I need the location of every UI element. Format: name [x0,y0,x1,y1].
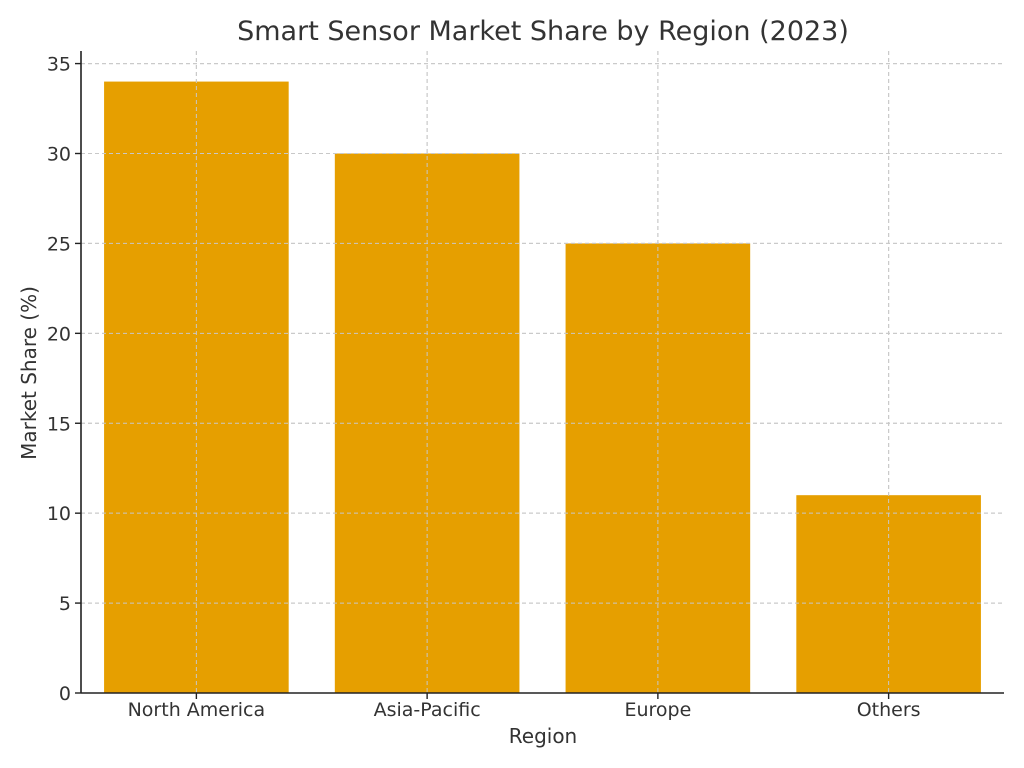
chart-title: Smart Sensor Market Share by Region (202… [237,16,849,47]
x-axis-title: Region [509,724,577,748]
x-tick-label: North America [128,699,266,721]
y-axis-title: Market Share (%) [17,286,41,460]
x-tick-label: Europe [624,699,691,721]
y-tick-label: 15 [47,413,71,435]
y-tick-label: 30 [47,144,71,166]
y-tick-label: 25 [47,233,71,255]
y-tick-label: 0 [59,683,71,705]
y-tick-label: 20 [47,323,71,345]
y-tick-label: 5 [59,593,71,615]
bars-layer [104,81,981,694]
x-tick-label: Others [857,699,921,721]
y-tick-label: 35 [47,54,71,76]
y-tick-label: 10 [47,503,71,525]
x-tick-label: Asia-Pacific [374,699,481,721]
grid-overlay [81,51,1004,694]
ticks-layer: 0 5 10 15 20 25 30 35 North America Asia-Pacific E… [47,54,921,721]
axes-layer [80,51,1004,694]
